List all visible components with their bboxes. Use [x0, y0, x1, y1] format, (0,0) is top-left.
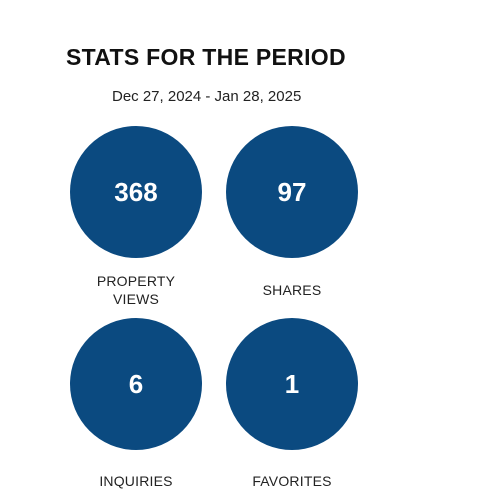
stat-value: 6 — [128, 368, 144, 399]
stat-label-line: PROPERTY — [96, 273, 176, 289]
stat-circle: 368 — [70, 126, 202, 258]
stat-label: INQUIRIES — [99, 473, 173, 489]
stat-shares: 97 SHARES — [226, 126, 358, 299]
page-title: STATS FOR THE PERIOD — [66, 44, 346, 70]
stat-property-views: 368 PROPERTY VIEWS — [70, 126, 202, 308]
stat-label: PROPERTY VIEWS — [70, 272, 202, 308]
stat-value: 1 — [284, 368, 300, 399]
date-range: Dec 27, 2024 - Jan 28, 2025 — [112, 88, 302, 105]
stat-label: SHARES — [262, 282, 322, 298]
stat-inquiries: 6 INQUIRIES — [70, 318, 202, 490]
stat-circle: 1 — [226, 318, 358, 450]
stat-value: 97 — [277, 176, 307, 207]
stat-label: FAVORITES — [252, 473, 332, 489]
stat-value: 368 — [114, 176, 158, 207]
stat-label-line: VIEWS — [112, 291, 160, 307]
stat-circle: 6 — [70, 318, 202, 450]
stat-circle: 97 — [226, 126, 358, 258]
stat-favorites: 1 FAVORITES — [226, 318, 358, 490]
